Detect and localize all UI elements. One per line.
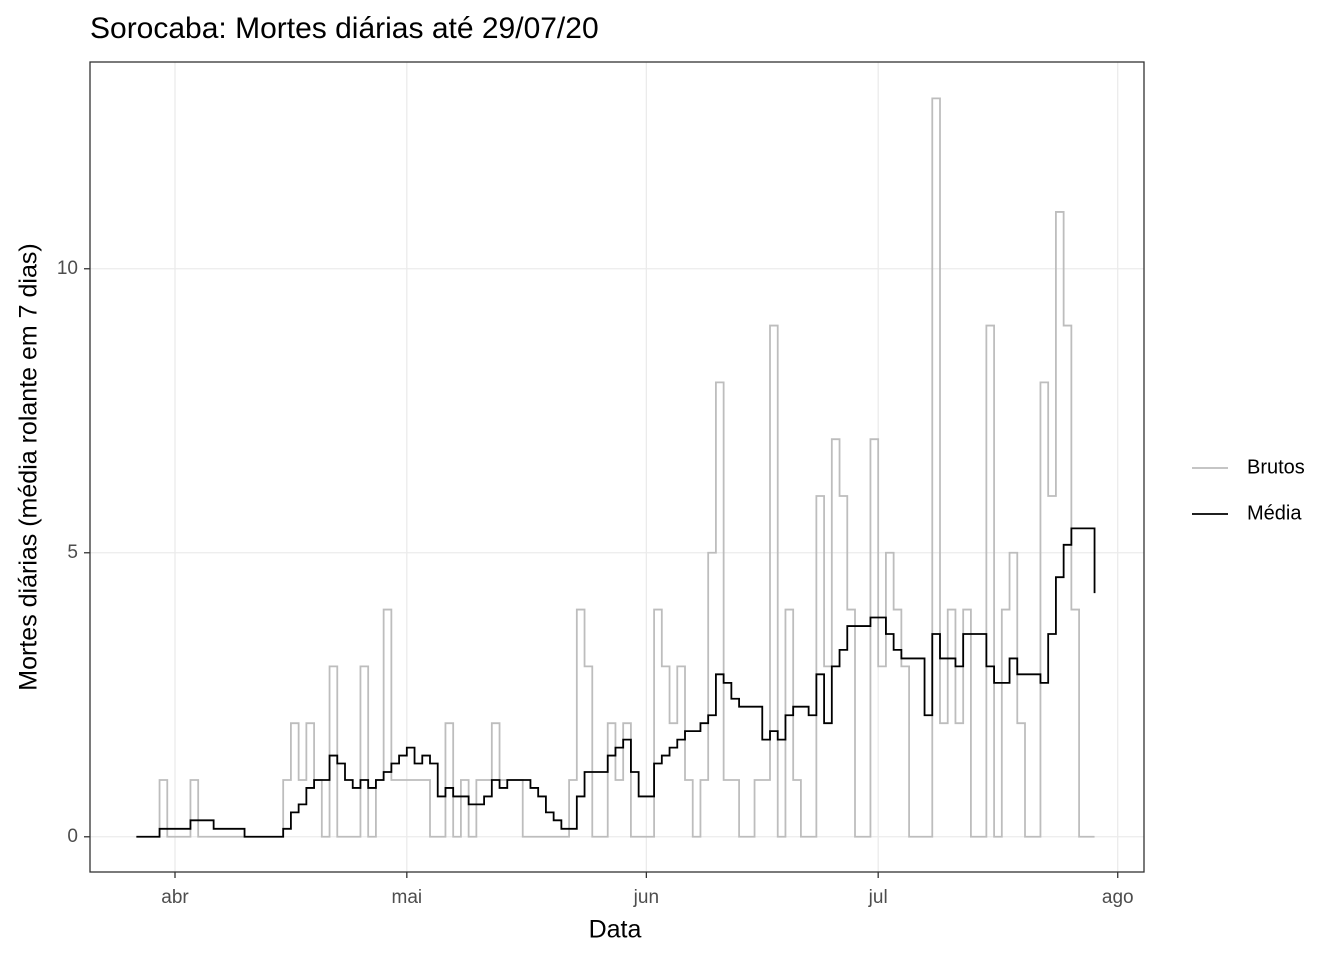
y-tick-label: 10: [57, 258, 78, 279]
x-axis-label: Data: [589, 916, 642, 944]
plot-border: [89, 61, 1145, 873]
chart-title: Sorocaba: Mortes diárias até 29/07/20: [90, 12, 599, 45]
x-tick-label: mai: [392, 887, 423, 908]
x-tick-label: jun: [633, 887, 659, 908]
y-tick-label: 0: [67, 826, 78, 847]
y-axis-label: Mortes diárias (média rolante em 7 dias): [15, 243, 43, 690]
plot-background: [90, 62, 1144, 872]
series-line: [136, 527, 1096, 838]
legend-label: Brutos: [1247, 456, 1305, 478]
y-tick-label: 5: [67, 542, 78, 563]
x-tick-label: jul: [868, 887, 888, 908]
series-line: [136, 97, 1095, 838]
x-tick-label: abr: [161, 887, 189, 908]
legend-label: Média: [1247, 502, 1302, 524]
x-tick-label: ago: [1102, 887, 1134, 908]
